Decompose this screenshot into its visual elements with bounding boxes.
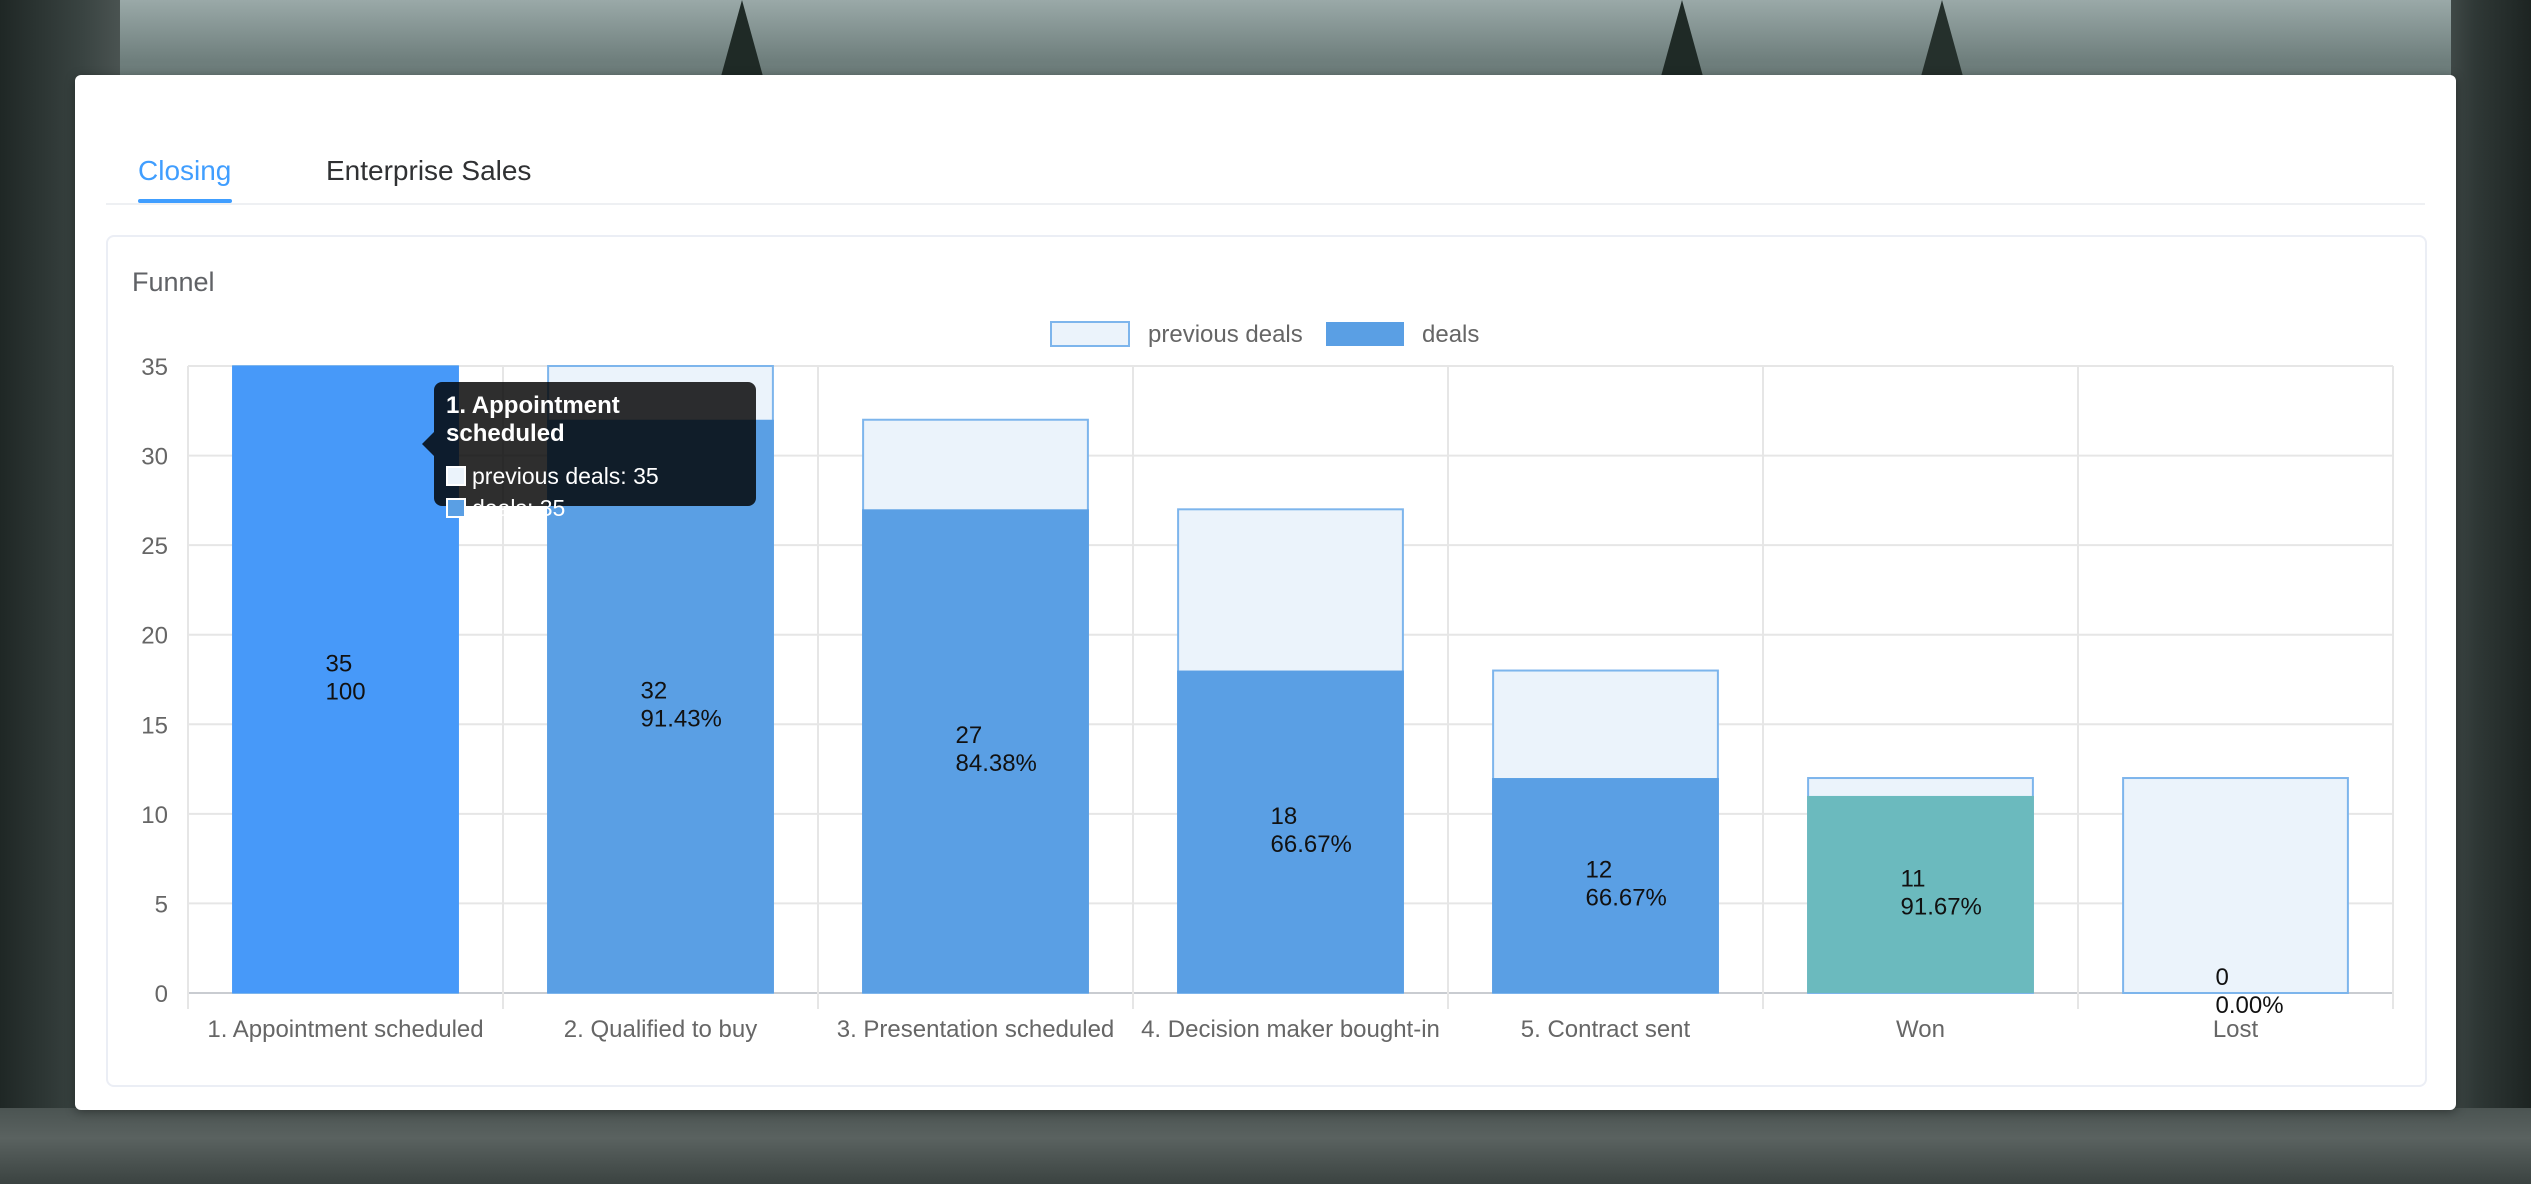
- tooltip-title: 1. Appointment scheduled: [446, 392, 620, 447]
- tab-bar: Closing Enterprise Sales: [106, 135, 2425, 205]
- data-label-percent: 100: [326, 679, 366, 706]
- tooltip-row-label: previous deals: 35: [472, 462, 659, 489]
- y-tick-label: 5: [155, 891, 168, 918]
- background-tree: [1660, 0, 1704, 80]
- tooltip-row-label: deals: 35: [472, 494, 566, 521]
- chart-tooltip: 1. Appointment scheduled previous deals:…: [422, 382, 756, 521]
- tooltip-row-deals: deals: 35: [446, 492, 744, 524]
- data-label-value: 18: [1271, 803, 1298, 830]
- tab-closing[interactable]: Closing: [138, 155, 232, 186]
- tooltip-row-previous: previous deals: 35: [446, 460, 744, 492]
- data-label-percent: 84.38%: [956, 750, 1037, 777]
- y-tick-label: 30: [141, 444, 168, 471]
- y-tick-label: 20: [141, 623, 168, 650]
- bar-deals: [862, 509, 1089, 993]
- data-label-value: 12: [1586, 857, 1613, 884]
- main-card: Closing Enterprise Sales Funnel 0 5 10 15 20…: [75, 75, 2456, 1110]
- data-label-percent: 91.43%: [641, 705, 722, 732]
- active-tab-indicator: [138, 199, 232, 203]
- y-tick-label: 0: [155, 981, 168, 1008]
- data-label-value: 32: [641, 677, 668, 704]
- tooltip-swatch-previous: [446, 466, 466, 486]
- y-tick-label: 10: [141, 802, 168, 829]
- y-tick-label: 35: [141, 354, 168, 381]
- y-tick-label: 15: [141, 712, 168, 739]
- background-right: [2451, 0, 2531, 1184]
- x-tick-label: 4. Decision maker bought-in: [1141, 1016, 1440, 1043]
- bar-deals: [1807, 795, 2034, 993]
- legend-label-deals: deals: [1422, 321, 1479, 348]
- x-tick-label: 2. Qualified to buy: [564, 1016, 757, 1043]
- legend-swatch-deals: [1326, 322, 1404, 346]
- panel-title: Funnel: [132, 267, 215, 297]
- data-label-percent: 66.67%: [1586, 885, 1667, 912]
- x-tick-label: 3. Presentation scheduled: [837, 1016, 1115, 1043]
- bar-deals: [232, 366, 459, 993]
- y-tick-label: 25: [141, 533, 168, 560]
- data-label-value: 27: [956, 722, 983, 749]
- funnel-panel: Funnel 0 5 10 15 20 25 30 35 35 100 1. Appointment…: [106, 235, 2427, 1087]
- bar-deals: [1177, 670, 1404, 993]
- x-tick-label: Lost: [2213, 1016, 2259, 1043]
- data-label-percent: 0.00%: [2216, 992, 2284, 1019]
- legend-label-previous-deals: previous deals: [1148, 321, 1303, 348]
- tooltip-swatch-deals: [446, 498, 466, 518]
- bar-deals: [547, 419, 774, 993]
- x-tick-label: 1. Appointment scheduled: [207, 1016, 483, 1043]
- background-tree: [1920, 0, 1964, 80]
- data-label-percent: 66.67%: [1271, 831, 1352, 858]
- legend-swatch-previous-deals: [1050, 321, 1130, 347]
- data-label-percent: 91.67%: [1901, 893, 1982, 920]
- data-label-value: 0: [2216, 964, 2229, 991]
- bar-previous-deals: [2122, 777, 2349, 994]
- data-label-value: 35: [326, 651, 353, 678]
- x-tick-label: 5. Contract sent: [1521, 1016, 1691, 1043]
- tab-enterprise-sales[interactable]: Enterprise Sales: [326, 155, 532, 186]
- background-tree: [720, 0, 764, 80]
- x-tick-label: Won: [1896, 1016, 1945, 1043]
- bar-deals: [1492, 778, 1719, 993]
- background-bottom: [0, 1108, 2531, 1184]
- data-label-value: 11: [1901, 865, 1926, 892]
